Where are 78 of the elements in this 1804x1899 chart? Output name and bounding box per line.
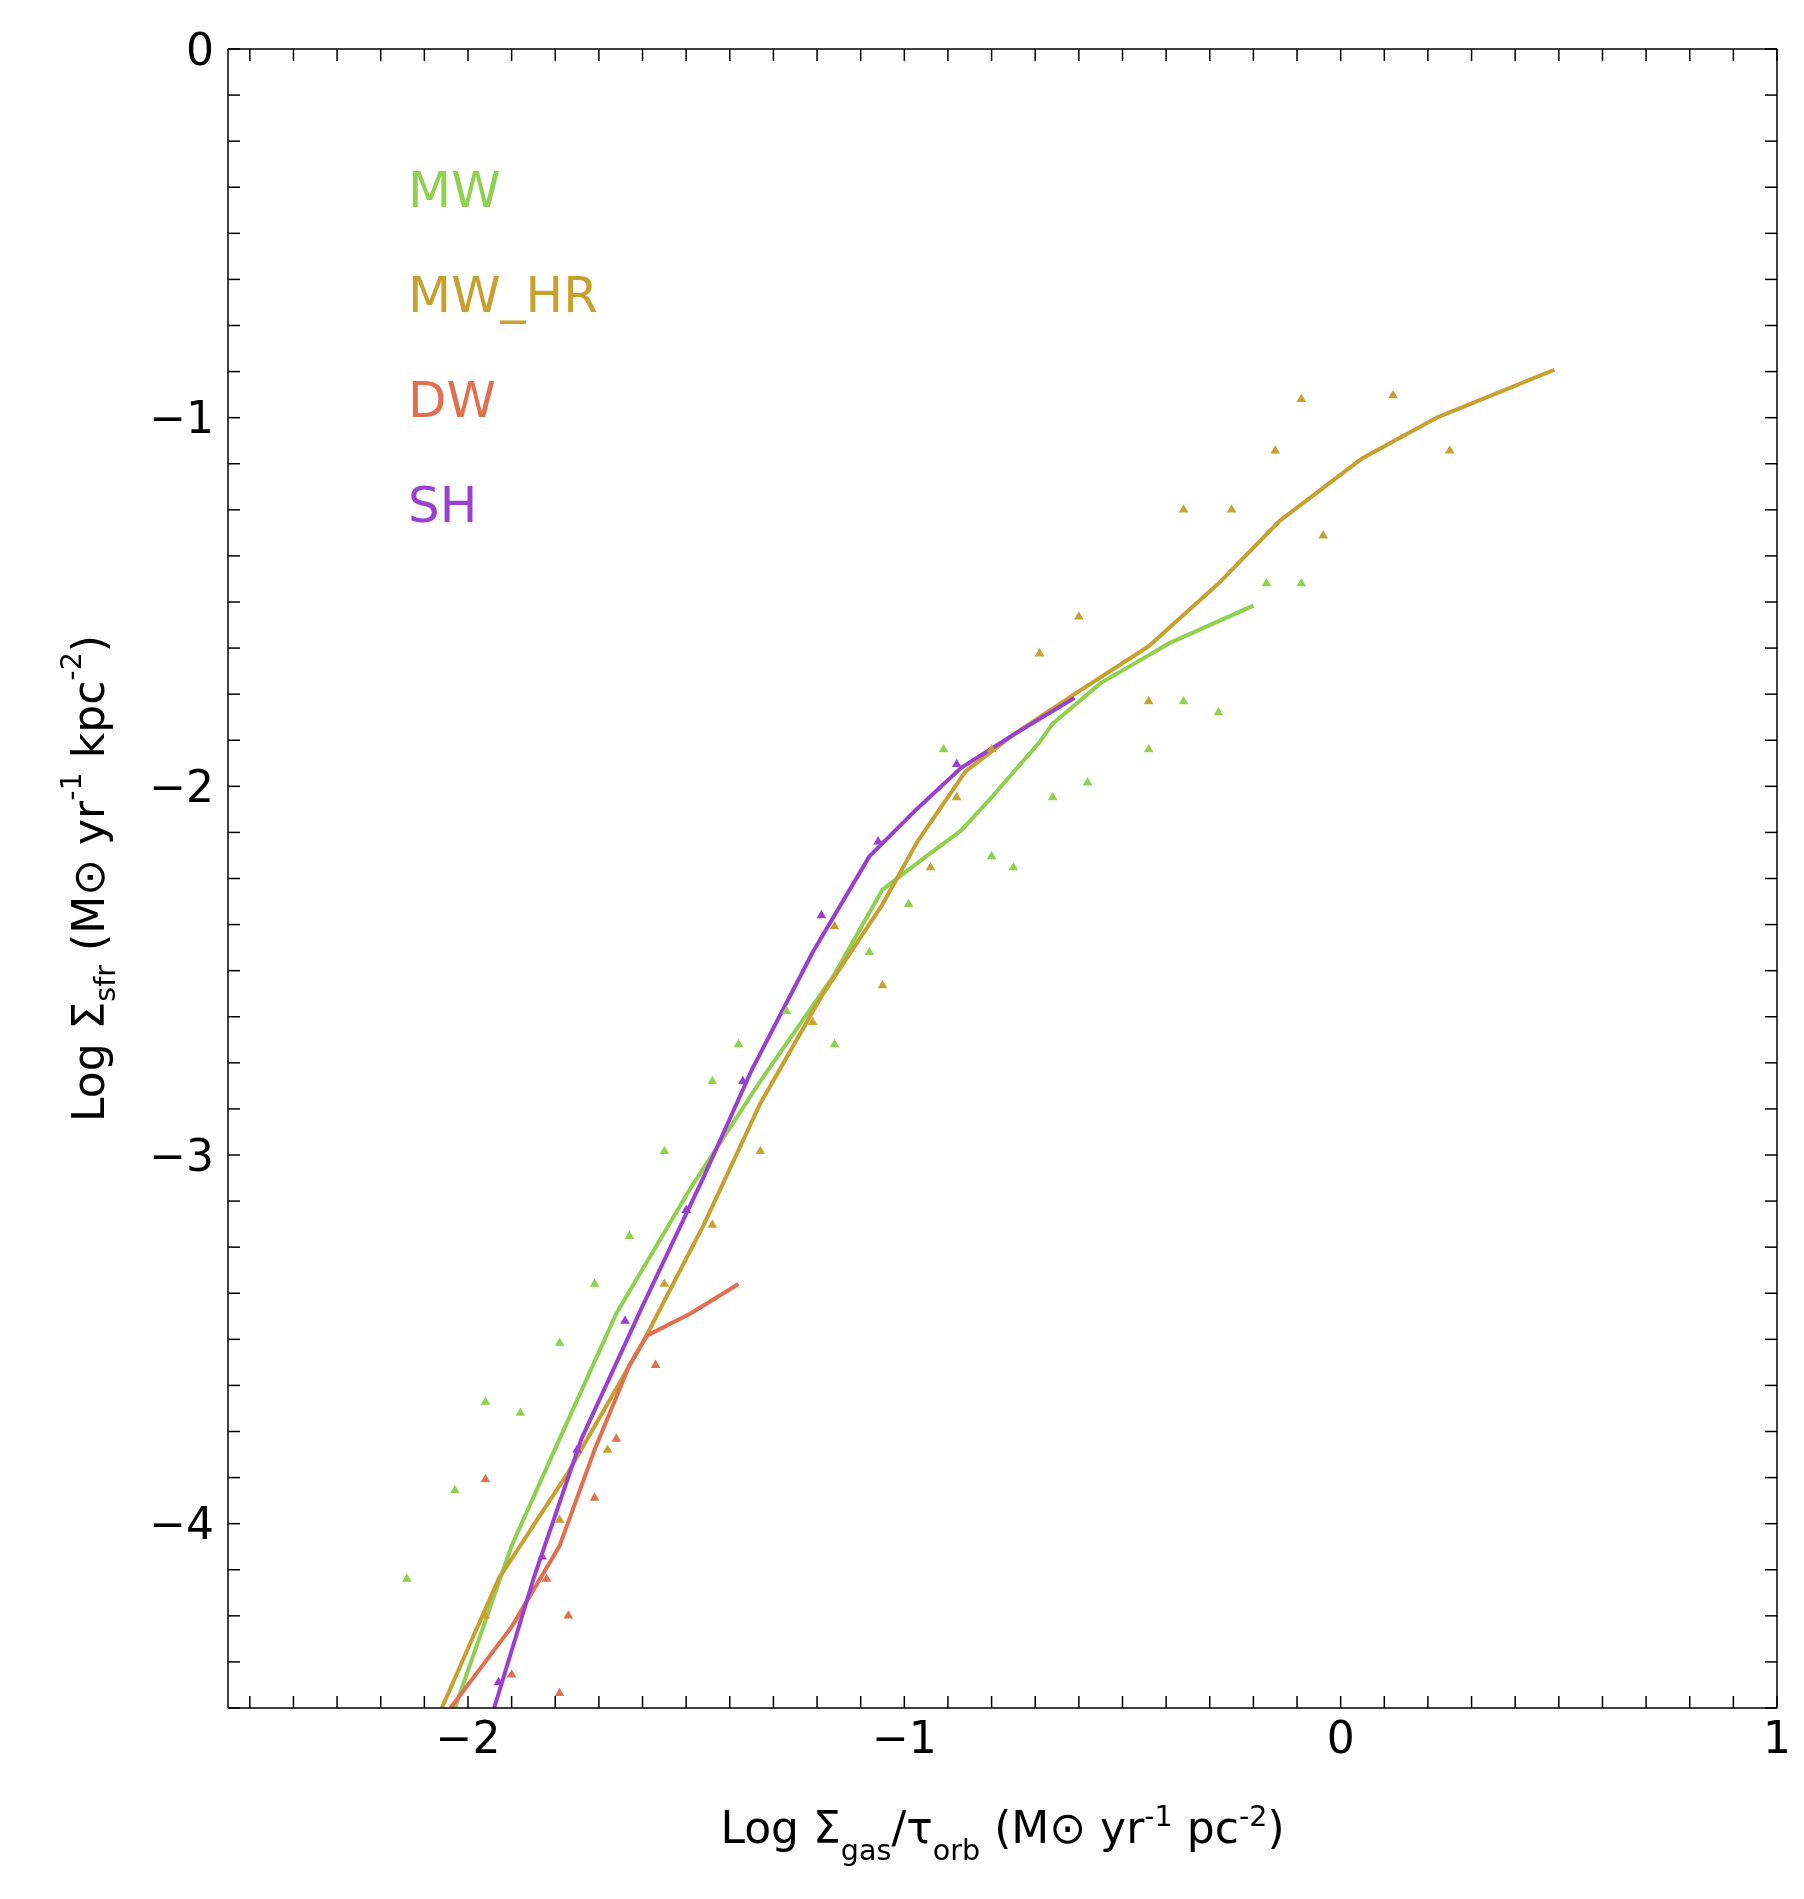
point	[624, 1230, 635, 1239]
point	[938, 743, 949, 753]
point	[1213, 707, 1224, 716]
text: DW	[408, 370, 497, 431]
point	[816, 909, 827, 919]
point	[1034, 648, 1045, 657]
point	[903, 898, 914, 908]
point	[611, 1433, 622, 1442]
text: Log Σ$_{gas}$/τ$_{orb}$ (M⊙ yr$^{-1}$ pc$^{-2}$)	[720, 1799, 1285, 1867]
point	[493, 1676, 504, 1685]
y-tick-label: −2	[149, 760, 214, 812]
point	[925, 861, 936, 871]
point	[480, 1473, 491, 1483]
point	[506, 1669, 517, 1678]
point	[755, 1145, 766, 1155]
point	[829, 1038, 840, 1048]
point	[541, 1573, 552, 1582]
x-tick-label: −1	[871, 1712, 937, 1764]
point	[1296, 393, 1307, 403]
point	[650, 1359, 661, 1368]
point	[515, 1407, 526, 1416]
point	[589, 1278, 600, 1287]
point	[602, 1444, 613, 1453]
point	[733, 1038, 744, 1048]
x-tick-label: 1	[1763, 1712, 1791, 1764]
point	[829, 920, 840, 930]
point	[402, 1573, 412, 1582]
point	[554, 1687, 565, 1697]
point	[1261, 578, 1272, 587]
x-tick-label: −2	[435, 1712, 501, 1764]
point	[1296, 578, 1307, 587]
point	[1270, 445, 1281, 454]
point	[951, 791, 962, 801]
x-tick-label: 0	[1326, 1712, 1355, 1764]
point	[572, 1444, 582, 1453]
point	[1318, 530, 1329, 539]
y-tick-label: −3	[149, 1129, 214, 1181]
point	[659, 1145, 670, 1155]
point	[450, 1484, 460, 1494]
point	[1388, 390, 1398, 399]
point	[1444, 445, 1455, 454]
point	[480, 1396, 491, 1405]
y-tick-label: 0	[186, 23, 214, 75]
point	[707, 1075, 718, 1085]
point	[877, 979, 888, 989]
point	[807, 1016, 818, 1026]
line-series	[452, 603, 1256, 1708]
point	[1008, 861, 1019, 871]
point	[681, 1204, 691, 1214]
point	[563, 1610, 574, 1619]
point	[738, 1075, 748, 1085]
point	[554, 1337, 565, 1346]
text: SH	[408, 475, 479, 536]
point	[554, 1514, 565, 1523]
point	[951, 758, 962, 767]
point	[986, 850, 997, 860]
point	[1143, 743, 1154, 753]
line-series	[448, 1282, 741, 1708]
point	[659, 1278, 670, 1287]
point	[781, 1005, 792, 1014]
text: MW_HR	[408, 265, 598, 326]
point	[1047, 791, 1058, 801]
text: MW	[408, 160, 502, 221]
point	[1074, 611, 1084, 620]
point	[873, 836, 883, 845]
y-tick-label: −1	[149, 392, 214, 444]
point	[589, 1492, 600, 1501]
point	[986, 743, 997, 753]
y-tick-label: −4	[149, 1498, 214, 1550]
point	[1226, 504, 1237, 513]
point	[707, 1219, 718, 1228]
point	[1178, 695, 1189, 705]
line-series	[492, 695, 1077, 1708]
point	[620, 1315, 630, 1324]
point	[1082, 777, 1093, 786]
point	[864, 946, 875, 956]
point	[1178, 504, 1189, 513]
point	[1143, 695, 1154, 705]
